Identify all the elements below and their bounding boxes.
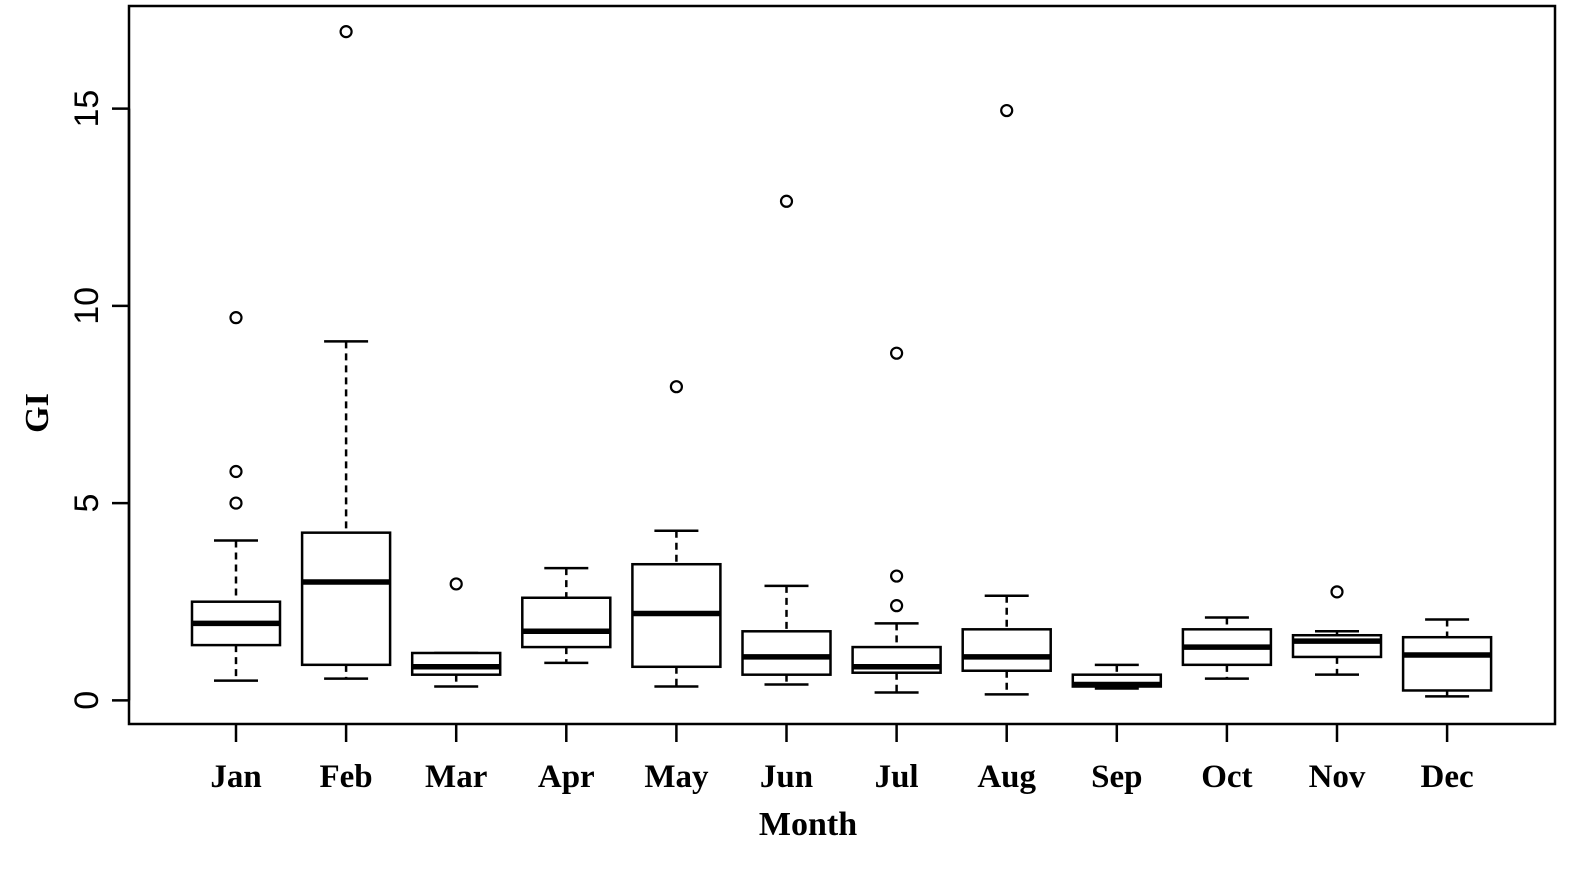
box-group-oct (1181, 616, 1273, 680)
box-group-dec (1401, 618, 1493, 698)
box-group-jul (851, 346, 942, 694)
outlier-point (339, 25, 353, 39)
x-tick-label-sep: Sep (1091, 759, 1142, 795)
box-group-jun (741, 194, 832, 686)
x-tick-label-aug: Aug (977, 759, 1036, 795)
box-group-mar (410, 577, 502, 688)
outlier-point (669, 380, 684, 394)
iqr-box (741, 630, 832, 676)
y-tick-label: 15 (68, 90, 106, 128)
x-tick-label-jan: Jan (210, 759, 261, 795)
box-group-aug (961, 103, 1052, 696)
iqr-box (300, 531, 392, 667)
x-tick-label-feb: Feb (320, 759, 373, 795)
outlier-point (1330, 585, 1344, 599)
x-tick-label-apr: Apr (538, 759, 595, 795)
iqr-box (1401, 635, 1493, 692)
box-group-sep (1071, 663, 1163, 690)
outlier-point (229, 311, 243, 325)
x-tick-label-mar: Mar (425, 759, 487, 795)
outlier-point (229, 464, 243, 479)
box-group-may (631, 380, 722, 688)
outlier-point (779, 194, 794, 208)
box-group-nov (1291, 585, 1383, 676)
box-group-apr (521, 566, 612, 665)
y-tick-label: 0 (68, 691, 106, 710)
x-tick-label-dec: Dec (1421, 759, 1474, 795)
outlier-point (889, 569, 904, 583)
chart-marks (190, 25, 1493, 698)
iqr-box (410, 651, 502, 676)
outlier-point (1000, 103, 1014, 118)
x-axis: Jan Feb Mar Apr May Jun Jul Aug Sep Oct Nov Dec (210, 724, 1474, 795)
y-axis-title: GI (19, 393, 56, 433)
box-group-jan (190, 311, 282, 682)
box-group-feb (300, 25, 392, 680)
y-axis: 0 5 10 15 (68, 90, 131, 710)
iqr-box (961, 628, 1052, 672)
x-tick-label-jun: Jun (760, 759, 813, 795)
y-tick-label: 5 (68, 494, 106, 513)
outlier-point (229, 496, 243, 510)
y-tick-label: 10 (68, 287, 106, 325)
outlier-point (449, 577, 463, 591)
iqr-box (521, 596, 612, 649)
x-tick-label-jul: Jul (875, 759, 919, 795)
x-tick-label-may: May (644, 759, 709, 795)
outlier-point (889, 599, 904, 613)
x-axis-title: Month (759, 806, 857, 843)
outlier-point (889, 346, 904, 360)
x-tick-label-nov: Nov (1309, 759, 1366, 795)
x-tick-label-oct: Oct (1201, 759, 1252, 795)
